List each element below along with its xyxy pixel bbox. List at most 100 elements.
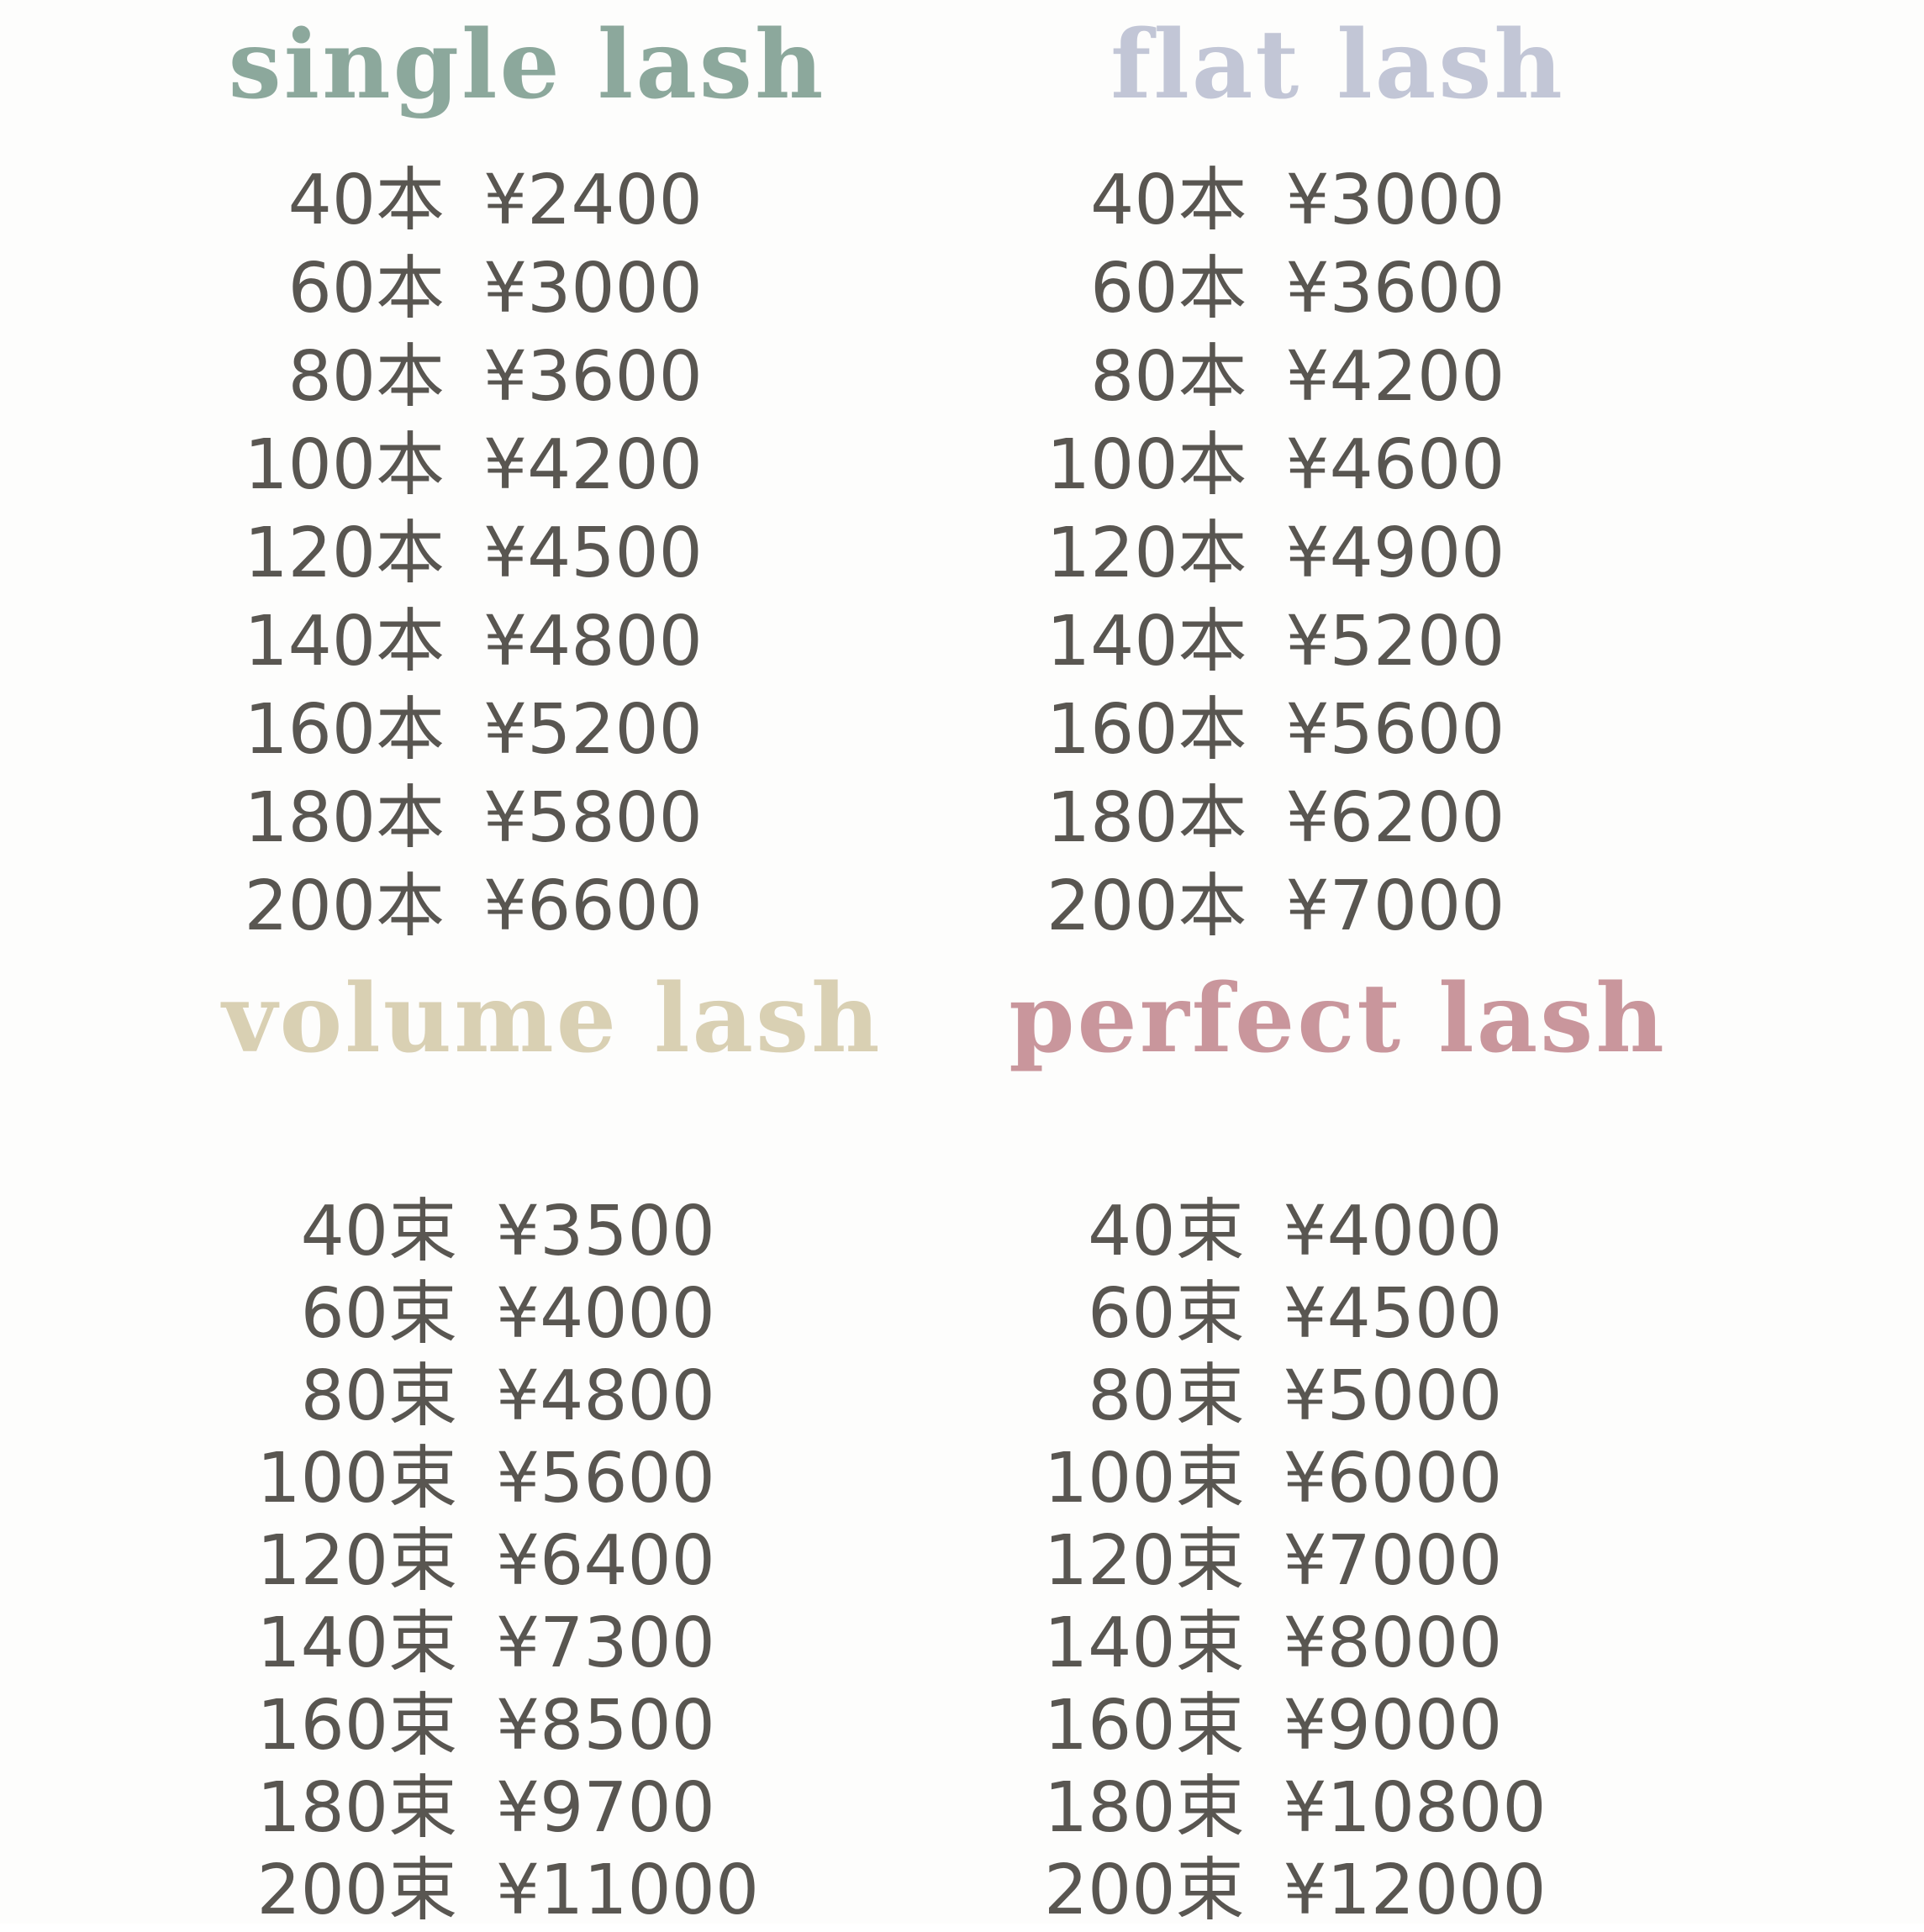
price-row: 60束 ¥4500 <box>812 1273 1774 1356</box>
price-label: ¥5800 <box>483 778 703 858</box>
price-row: 160束 ¥9000 <box>812 1685 1774 1767</box>
price-label: ¥4500 <box>483 513 703 593</box>
price-row: 80本 ¥4200 <box>814 333 1777 421</box>
price-label: ¥5000 <box>1283 1356 1503 1436</box>
price-label: ¥4500 <box>1283 1274 1503 1354</box>
price-row: 140本 ¥5200 <box>814 597 1777 686</box>
price-row: 60本 ¥3000 <box>13 245 974 333</box>
quantity-label: 140本 <box>1046 602 1247 682</box>
price-row: 60本 ¥3600 <box>814 245 1777 333</box>
quantity-label: 180本 <box>1046 778 1247 858</box>
quantity-label: 80本 <box>1090 337 1247 417</box>
price-row: 100束 ¥6000 <box>812 1438 1774 1520</box>
quantity-label: 60本 <box>287 249 445 329</box>
price-label: ¥3000 <box>1285 161 1505 240</box>
price-label: ¥9000 <box>1283 1686 1503 1766</box>
quantity-label: 160本 <box>244 690 445 770</box>
price-label: ¥12000 <box>1283 1850 1547 1930</box>
price-label: ¥3000 <box>483 249 703 329</box>
price-label: ¥4200 <box>1285 337 1505 417</box>
price-row: 40束 ¥4000 <box>812 1191 1774 1273</box>
price-label: ¥8000 <box>1283 1603 1503 1683</box>
price-row: 40束 ¥3500 <box>25 1191 987 1273</box>
price-label: ¥3600 <box>1285 249 1505 329</box>
section-title-single-lash: single lash <box>228 10 826 120</box>
price-row: 140束 ¥8000 <box>812 1603 1774 1685</box>
price-label: ¥3600 <box>483 337 703 417</box>
quantity-label: 40本 <box>1090 161 1247 240</box>
price-row: 120本 ¥4900 <box>814 509 1777 597</box>
price-label: ¥2400 <box>483 161 703 240</box>
price-row: 140束 ¥7300 <box>25 1603 987 1685</box>
price-label: ¥4000 <box>496 1274 715 1354</box>
price-row: 160本 ¥5600 <box>814 686 1777 774</box>
quantity-label: 160束 <box>256 1686 457 1766</box>
section-volume-lash: volume lash 40束 ¥3500 60束 ¥4000 80束 ¥4800 100束… <box>0 954 962 1931</box>
price-label: ¥11000 <box>496 1850 760 1930</box>
quantity-label: 180束 <box>1043 1768 1245 1848</box>
price-label: ¥5600 <box>496 1439 715 1519</box>
quantity-label: 180本 <box>244 778 445 858</box>
section-flat-lash: flat lash 40本 ¥3000 60本 ¥3600 80本 ¥4200 100本 ¥4… <box>962 0 1924 954</box>
price-label: ¥8500 <box>496 1686 715 1766</box>
section-title-perfect-lash: perfect lash <box>1009 964 1667 1074</box>
price-row: 200束 ¥11000 <box>25 1850 987 1932</box>
price-list-volume-lash: 40束 ¥3500 60束 ¥4000 80束 ¥4800 100束 ¥5600 120束 ¥64… <box>25 1191 987 1932</box>
price-row: 60束 ¥4000 <box>25 1273 987 1356</box>
price-list-single-lash: 40本 ¥2400 60本 ¥3000 80本 ¥3600 100本 ¥4200 120本 ¥45… <box>13 156 974 950</box>
price-row: 120束 ¥6400 <box>25 1520 987 1603</box>
quantity-label: 100束 <box>1043 1439 1245 1519</box>
price-row: 40本 ¥3000 <box>814 156 1777 245</box>
price-row: 160束 ¥8500 <box>25 1685 987 1767</box>
quantity-label: 100本 <box>1046 425 1247 505</box>
price-list-perfect-lash: 40束 ¥4000 60束 ¥4500 80束 ¥5000 100束 ¥6000 120束 ¥70… <box>812 1191 1774 1932</box>
quantity-label: 60束 <box>300 1274 457 1354</box>
price-row: 120本 ¥4500 <box>13 509 974 597</box>
price-label: ¥10800 <box>1283 1768 1547 1848</box>
price-label: ¥7000 <box>1285 866 1505 946</box>
quantity-label: 80束 <box>300 1356 457 1436</box>
quantity-label: 40本 <box>287 161 445 240</box>
price-list-flat-lash: 40本 ¥3000 60本 ¥3600 80本 ¥4200 100本 ¥4600 120本 ¥49… <box>814 156 1777 950</box>
price-label: ¥9700 <box>496 1768 715 1848</box>
quantity-label: 120本 <box>1046 513 1247 593</box>
quantity-label: 180束 <box>256 1768 457 1848</box>
quantity-label: 140本 <box>244 602 445 682</box>
price-label: ¥5200 <box>483 690 703 770</box>
price-row: 180束 ¥10800 <box>812 1767 1774 1850</box>
price-label: ¥4200 <box>483 425 703 505</box>
quantity-label: 200本 <box>1046 866 1247 946</box>
quantity-label: 140束 <box>256 1603 457 1683</box>
price-row: 120束 ¥7000 <box>812 1520 1774 1603</box>
quantity-label: 40束 <box>1088 1192 1245 1271</box>
price-row: 140本 ¥4800 <box>13 597 974 686</box>
quantity-label: 200束 <box>256 1850 457 1930</box>
price-label: ¥4000 <box>1283 1192 1503 1271</box>
quantity-label: 200本 <box>244 866 445 946</box>
quantity-label: 160束 <box>1043 1686 1245 1766</box>
price-row: 40本 ¥2400 <box>13 156 974 245</box>
price-label: ¥6600 <box>483 866 703 946</box>
price-label: ¥7000 <box>1283 1521 1503 1601</box>
quantity-label: 100束 <box>256 1439 457 1519</box>
quantity-label: 40束 <box>300 1192 457 1271</box>
quantity-label: 100本 <box>244 425 445 505</box>
quantity-label: 200束 <box>1043 1850 1245 1930</box>
price-row: 200本 ¥7000 <box>814 862 1777 950</box>
price-label: ¥5200 <box>1285 602 1505 682</box>
section-perfect-lash: perfect lash 40束 ¥4000 60束 ¥4500 80束 ¥5000 100… <box>962 954 1924 1931</box>
price-row: 100本 ¥4600 <box>814 421 1777 509</box>
price-row: 100束 ¥5600 <box>25 1438 987 1520</box>
price-row: 80束 ¥5000 <box>812 1356 1774 1438</box>
quantity-label: 120束 <box>256 1521 457 1601</box>
price-label: ¥4900 <box>1285 513 1505 593</box>
quantity-label: 140束 <box>1043 1603 1245 1683</box>
section-single-lash: single lash 40本 ¥2400 60本 ¥3000 80本 ¥3600 100本… <box>0 0 962 954</box>
quantity-label: 80束 <box>1088 1356 1245 1436</box>
quantity-label: 160本 <box>1046 690 1247 770</box>
price-label: ¥6000 <box>1283 1439 1503 1519</box>
price-label: ¥6400 <box>496 1521 715 1601</box>
price-row: 180束 ¥9700 <box>25 1767 987 1850</box>
quantity-label: 80本 <box>287 337 445 417</box>
